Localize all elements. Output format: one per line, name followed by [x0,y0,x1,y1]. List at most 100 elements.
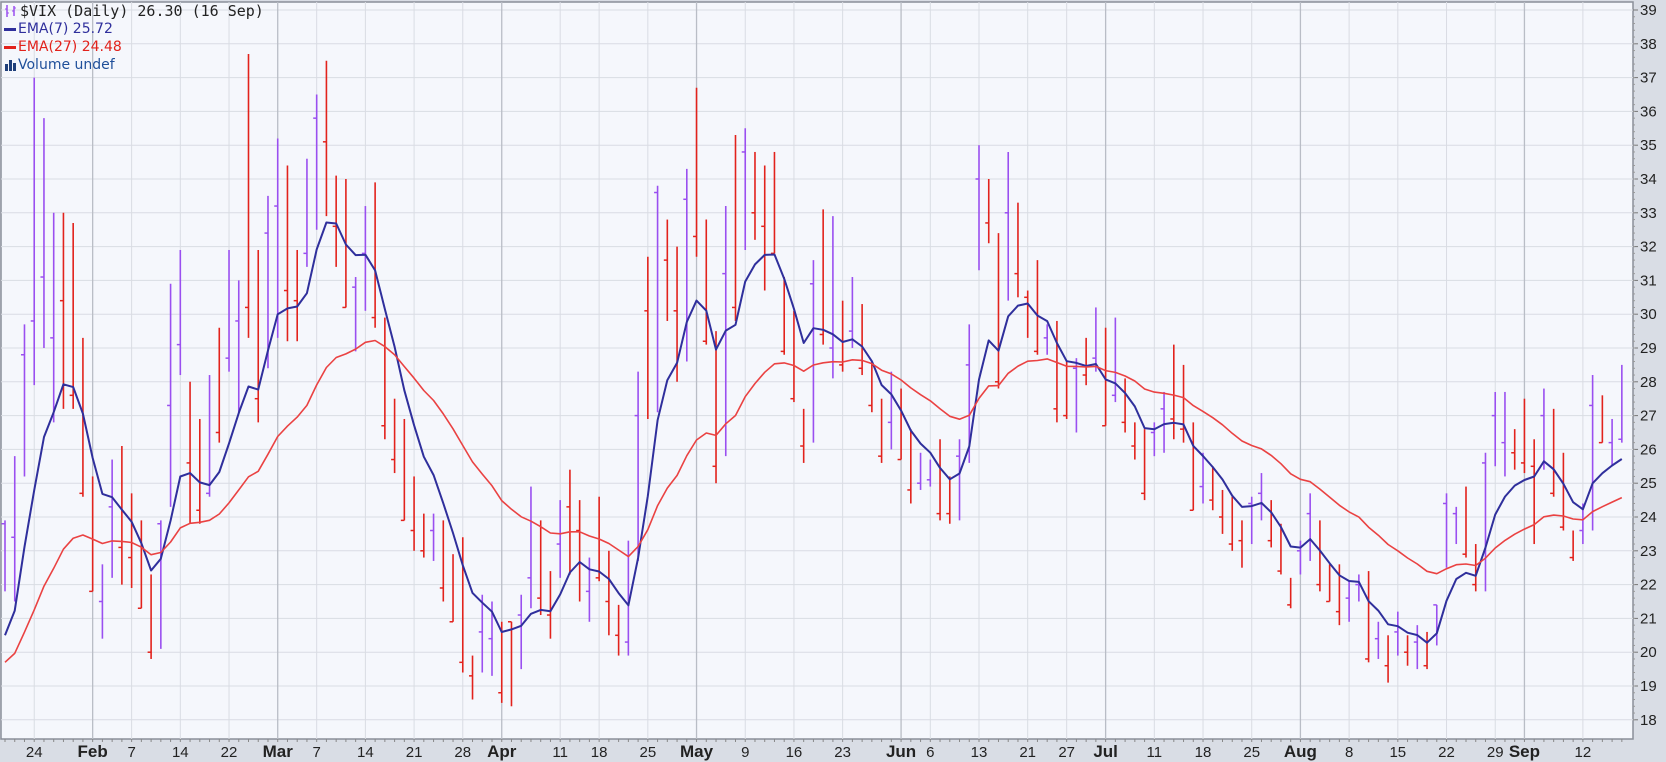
price-bar [1082,337,1087,386]
price-bar [391,398,396,474]
price-bar [702,219,708,345]
price-bar [683,168,688,362]
price-bar [1384,635,1389,683]
price-bar [1569,530,1574,561]
price-bar [1520,398,1526,474]
price-bar [1238,520,1243,568]
price-bar [1423,631,1428,670]
x-tick-label: Apr [487,742,517,761]
x-tick-label: 23 [834,744,851,761]
y-tick-label: 37 [1640,70,1657,87]
price-bar [790,310,795,403]
y-tick-label: 33 [1640,205,1657,222]
price-bar [245,53,250,338]
price-bar [1111,317,1117,403]
price-bar [770,151,776,255]
price-bar [430,513,435,561]
y-tick-label: 36 [1640,103,1657,120]
price-bar [381,317,386,440]
price-bar [994,233,1000,389]
price-bar [1530,439,1535,545]
ema27-line-swatch-icon [4,45,16,49]
price-bar [108,459,113,578]
price-bar [264,195,269,369]
price-bar [98,564,104,639]
y-tick-label: 22 [1640,577,1657,594]
price-bar [332,175,337,267]
price-bar [1160,391,1165,453]
price-bar [118,446,123,585]
y-tick-label: 29 [1640,340,1657,357]
price-bar [761,165,766,291]
price-bar [1150,422,1156,457]
legend-title: $VIX (Daily) 26.30 (16 Sep) [20,2,264,20]
x-tick-label: 12 [1575,744,1592,761]
price-bar [11,456,16,602]
price-bar [274,138,279,338]
price-bar [1248,496,1253,545]
price-bar [1043,324,1048,355]
price-bar [1257,473,1263,521]
x-tick-label: 13 [971,744,988,761]
grid-lines [1,2,1633,739]
price-bar [186,381,191,524]
price-bar [1219,489,1224,534]
price-bar [517,594,523,670]
price-bar [1121,378,1126,433]
price-bar [1306,493,1311,561]
price-bar [128,493,133,588]
x-tick-label: 14 [172,744,189,761]
price-bar [147,574,152,659]
price-bar [946,476,951,524]
y-tick-label: 20 [1640,644,1657,661]
price-bar [848,277,854,348]
y-tick-label: 18 [1640,712,1657,729]
price-bar [1550,408,1555,497]
price-bar [420,513,425,558]
price-bars [1,53,1623,707]
price-bar [1033,260,1039,355]
y-tick-label: 34 [1640,171,1657,188]
price-bar [800,408,805,463]
x-tick-label: Sep [1509,742,1540,761]
price-bar [322,60,328,217]
price-bar [644,256,649,419]
legend-volume: Volume undef [4,56,264,74]
price-bar [751,151,756,240]
x-tick-label: 18 [1195,744,1212,761]
x-tick-label: 21 [1019,744,1036,761]
price-bar [361,206,367,311]
price-bar [1452,506,1458,545]
ema-overlays [4,221,1623,663]
price-bar [40,118,45,348]
y-tick-label: 21 [1640,610,1657,627]
price-bar [410,476,415,551]
price-bar [371,182,376,328]
price-bar [196,418,201,524]
price-bar [1131,422,1136,460]
x-tick-label: 15 [1389,744,1406,761]
price-bar [1072,358,1078,433]
price-bar [1413,625,1419,670]
y-tick-label: 31 [1640,272,1657,289]
x-tick-label: 8 [1345,744,1353,761]
price-bar [30,77,36,386]
price-bar [868,361,873,413]
price-bar [615,604,620,656]
price-bar [1141,429,1146,501]
price-bar [809,260,815,443]
y-tick-label: 26 [1640,441,1657,458]
price-bar [887,371,893,450]
price-bar [936,439,941,521]
price-bar [556,500,561,578]
volume-bars-icon [5,60,16,71]
price-bar [1228,496,1234,551]
x-tick-label: 11 [1147,744,1163,761]
price-bar [654,185,659,413]
price-bar [975,145,980,271]
price-bar [1,520,6,592]
price-bar [829,216,834,379]
price-bar [907,429,912,504]
y-tick-label: 35 [1640,137,1657,154]
